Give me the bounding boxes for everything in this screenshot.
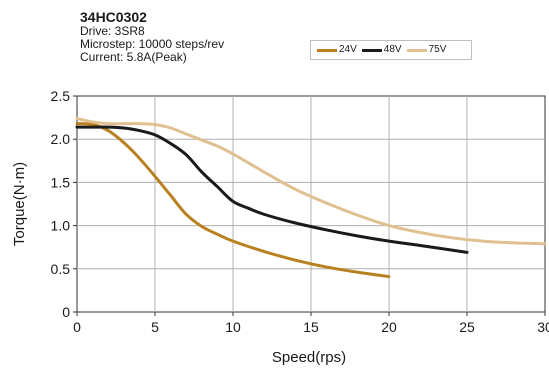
x-tick-label-4: 20: [381, 319, 397, 335]
y-tick-label-4: 2.0: [51, 131, 71, 147]
y-tick-label-1: 0.5: [51, 261, 71, 277]
x-tick-label-0: 0: [73, 319, 81, 335]
y-tick-label-5: 2.5: [51, 88, 71, 104]
chart-title: 34HC0302: [80, 9, 147, 25]
legend-label-75v: 75V: [428, 44, 447, 55]
drive-info: Drive: 3SR8: [80, 24, 145, 38]
legend-item-24v: 24V: [317, 45, 357, 55]
x-axis-title: Speed(rps): [272, 349, 346, 366]
series-line-24v: [75, 122, 391, 279]
x-tick-label-2: 10: [225, 319, 241, 335]
x-tick-label-3: 15: [303, 319, 319, 335]
chart-legend: 24V 48V 75V: [310, 40, 472, 60]
legend-swatch-75v: [406, 48, 427, 52]
y-tick-label-2: 1.0: [51, 218, 71, 234]
legend-item-75v: 75V: [406, 44, 447, 55]
x-tick-label-5: 25: [459, 319, 475, 335]
legend-swatch-48v: [361, 48, 382, 52]
legend-label-48v: 48V: [383, 44, 402, 55]
series-line-48v: [75, 125, 469, 254]
microstep-info: Microstep: 10000 steps/rev: [80, 37, 225, 51]
legend-swatch-24v: [317, 48, 337, 52]
current-info: Current: 5.8A(Peak): [80, 50, 187, 64]
y-axis-title: Torque(N·m): [11, 162, 28, 246]
x-tick-label-1: 5: [151, 319, 159, 335]
legend-label-24v: 24V: [339, 44, 357, 55]
y-tick-label-3: 1.5: [51, 174, 71, 190]
x-tick-label-6: 30: [537, 319, 549, 335]
y-tick-label-0: 0: [62, 304, 70, 320]
series-line-75v: [75, 116, 547, 246]
legend-item-48v: 48V: [361, 44, 402, 55]
